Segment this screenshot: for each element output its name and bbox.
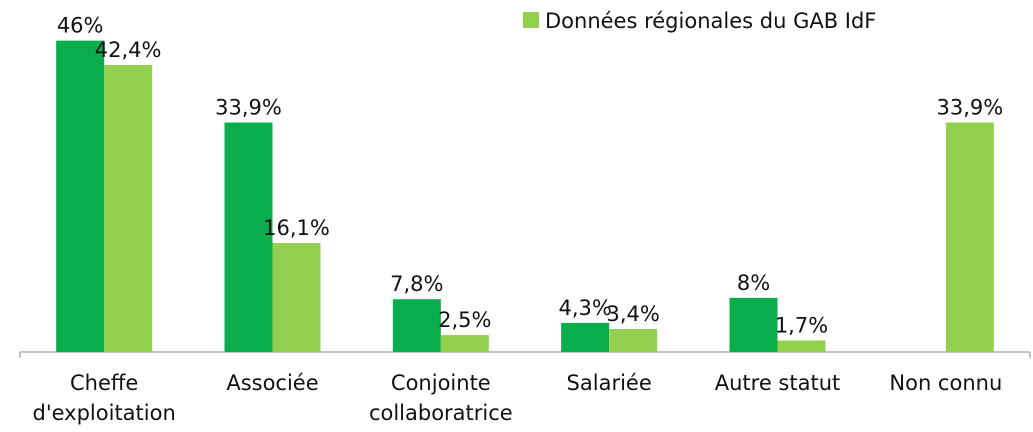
bar <box>392 299 441 352</box>
data-label: 33,9% <box>215 96 282 120</box>
data-label: 7,8% <box>390 272 443 296</box>
x-tick-label: Autre statut <box>714 371 841 395</box>
x-tick-label: Cheffe d'exploitation <box>32 371 176 425</box>
bar <box>945 122 994 353</box>
data-label: 33,9% <box>936 96 1003 120</box>
data-label: 3,4% <box>606 302 659 326</box>
bar <box>272 243 321 352</box>
data-label: 46% <box>57 14 104 38</box>
bar <box>440 335 489 352</box>
data-label: 4,3% <box>558 296 611 320</box>
bar <box>609 328 658 352</box>
data-label: 1,7% <box>775 313 828 337</box>
bar <box>561 322 610 352</box>
bar <box>777 340 826 352</box>
legend-swatch <box>523 12 539 28</box>
bar <box>224 122 273 353</box>
data-label: 8% <box>737 271 770 295</box>
x-tick-label: Non connu <box>889 371 1003 395</box>
bar <box>729 297 778 352</box>
bar <box>56 40 105 352</box>
bar <box>104 64 153 352</box>
x-tick-label: Salariée <box>566 371 652 395</box>
data-label: 2,5% <box>438 308 491 332</box>
legend-label: Données régionales du GAB IdF <box>545 9 876 33</box>
x-tick-label: Associée <box>226 371 319 395</box>
data-label: 16,1% <box>263 216 330 240</box>
data-label: 42,4% <box>95 38 162 62</box>
x-tick-label: Conjointe collaboratrice <box>368 371 513 425</box>
